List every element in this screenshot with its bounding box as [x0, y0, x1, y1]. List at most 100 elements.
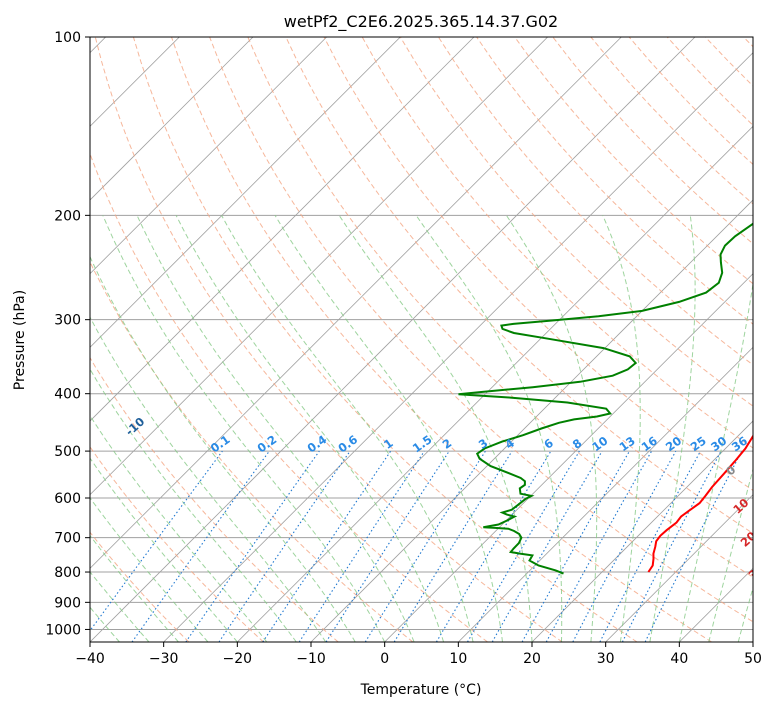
plot-frame [89, 36, 754, 643]
y-tick-label: 900 [54, 595, 81, 611]
dry-adiabat-line [90, 446, 264, 642]
dry-adiabat-label: 30 [746, 561, 767, 582]
y-tick-label: 100 [54, 30, 81, 46]
dry-adiabat-line [247, 37, 753, 578]
y-tick-label: 700 [54, 531, 81, 547]
moist-adiabat-line [708, 467, 753, 642]
y-tick-label: 200 [54, 208, 81, 224]
x-tick-label: 0 [380, 651, 389, 667]
dry-adiabat-label: -10 [123, 414, 148, 438]
mixing-ratio-line [218, 450, 351, 642]
mixing-ratio-line [185, 450, 320, 642]
mixing-ratio-line [90, 450, 223, 632]
dry-adiabat-line [666, 37, 753, 126]
isotherm-line [310, 199, 753, 642]
y-tick-label: 400 [54, 387, 81, 403]
moist-adiabat-line [90, 316, 327, 642]
mixing-ratio-line [435, 450, 552, 642]
isotherm-line [458, 346, 753, 642]
y-tick-label: 1000 [45, 622, 81, 638]
temperature-profile-line [647, 433, 753, 573]
mixing-ratio-label: 2 [440, 436, 455, 452]
mixing-ratio-line [521, 450, 630, 642]
moist-adiabat-line [102, 215, 386, 642]
mixing-ratio-line [131, 450, 270, 642]
moist-adiabat-line [90, 534, 179, 642]
moist-adiabat-line [90, 368, 297, 642]
isotherm-line [90, 37, 475, 422]
y-tick-label: 300 [54, 313, 81, 329]
y-tick-label: 500 [54, 444, 81, 460]
x-tick-label: −40 [75, 651, 105, 667]
moist-adiabat-line [338, 215, 533, 642]
y-axis: 100 200 300 400 500 600 700 800 900 1000 [45, 30, 90, 638]
isotherm-line [752, 641, 753, 642]
mixing-ratio-label: 0.4 [305, 432, 330, 455]
isotherm-line [90, 37, 696, 642]
dry-adiabat-line [399, 37, 753, 407]
y-tick-label: 600 [54, 491, 81, 507]
dry-adiabat-line [171, 37, 712, 642]
dry-adiabat-line [209, 37, 753, 623]
isotherm-line [531, 420, 753, 642]
dry-adiabat-label: 40 [760, 591, 775, 612]
mixing-ratio-label: 3 [476, 436, 491, 452]
dry-adiabat-line [514, 37, 753, 285]
dry-adiabat-line [361, 37, 753, 449]
isotherm-line [90, 37, 622, 569]
dry-adiabat-line [132, 37, 638, 642]
dry-adiabat-line [285, 37, 753, 535]
dry-adiabat-line [590, 37, 753, 205]
mixing-ratio-line [644, 450, 743, 642]
dry-adiabat-line [90, 152, 488, 642]
moist-adiabat-line [90, 497, 209, 642]
dry-adiabat-line [743, 37, 753, 48]
isotherm-line [90, 37, 401, 348]
mixing-ratio-label: 1 [381, 436, 396, 452]
moist-adiabat-line [90, 457, 238, 642]
moist-adiabat-line [90, 414, 268, 642]
mixing-ratio-line [572, 450, 677, 642]
moist-adiabat-line [602, 215, 641, 642]
mixing-ratio-label: 6 [541, 436, 556, 452]
profile-layer [458, 222, 753, 575]
x-tick-label: 50 [744, 651, 762, 667]
x-tick-label: 20 [523, 651, 541, 667]
moist-adiabat-line [678, 280, 753, 642]
isotherm-line [163, 52, 753, 642]
dry-adiabat-label: 0 [723, 463, 738, 479]
y-tick-label: 800 [54, 565, 81, 581]
mixing-ratio-line [262, 450, 392, 642]
mixing-ratio-label: 0.6 [335, 432, 360, 455]
x-tick-label: 10 [449, 651, 467, 667]
isotherm-line [90, 37, 327, 275]
dry-adiabat-label: 20 [738, 529, 759, 550]
isotherm-line [605, 494, 753, 642]
dry-adiabat-line [437, 37, 753, 366]
isotherm-line [90, 37, 254, 201]
mixing-ratio-label: 0.1 [208, 432, 233, 455]
dry-adiabat-line [90, 356, 339, 642]
moist-adiabat-line [415, 215, 563, 642]
moist-adiabat-line [90, 255, 356, 642]
dry-adiabat-line [90, 260, 414, 642]
x-tick-label: −20 [223, 651, 253, 667]
x-tick-label: 40 [670, 651, 688, 667]
moist-adiabat-line [175, 215, 445, 642]
dry-adiabat-line [94, 37, 563, 642]
chart-title: wetPf2_C2E6.2025.365.14.37.G02 [284, 12, 558, 32]
moist-adiabat-line [90, 571, 150, 642]
mixing-ratio-line [325, 450, 450, 642]
mixing-ratio-line [599, 450, 701, 642]
x-tick-label: 30 [597, 651, 615, 667]
dewpoint-profile-line [458, 222, 753, 575]
x-axis-label: Temperature (°C) [360, 682, 482, 698]
dry-adiabat-line [90, 531, 190, 642]
moist-adiabat-line [649, 215, 696, 642]
x-tick-label: −10 [296, 651, 326, 667]
mixing-ratio-line [621, 450, 722, 642]
mixing-ratio-label: 8 [570, 436, 585, 452]
dry-adiabat-line [476, 37, 753, 325]
dry-adiabat-line [323, 37, 753, 491]
